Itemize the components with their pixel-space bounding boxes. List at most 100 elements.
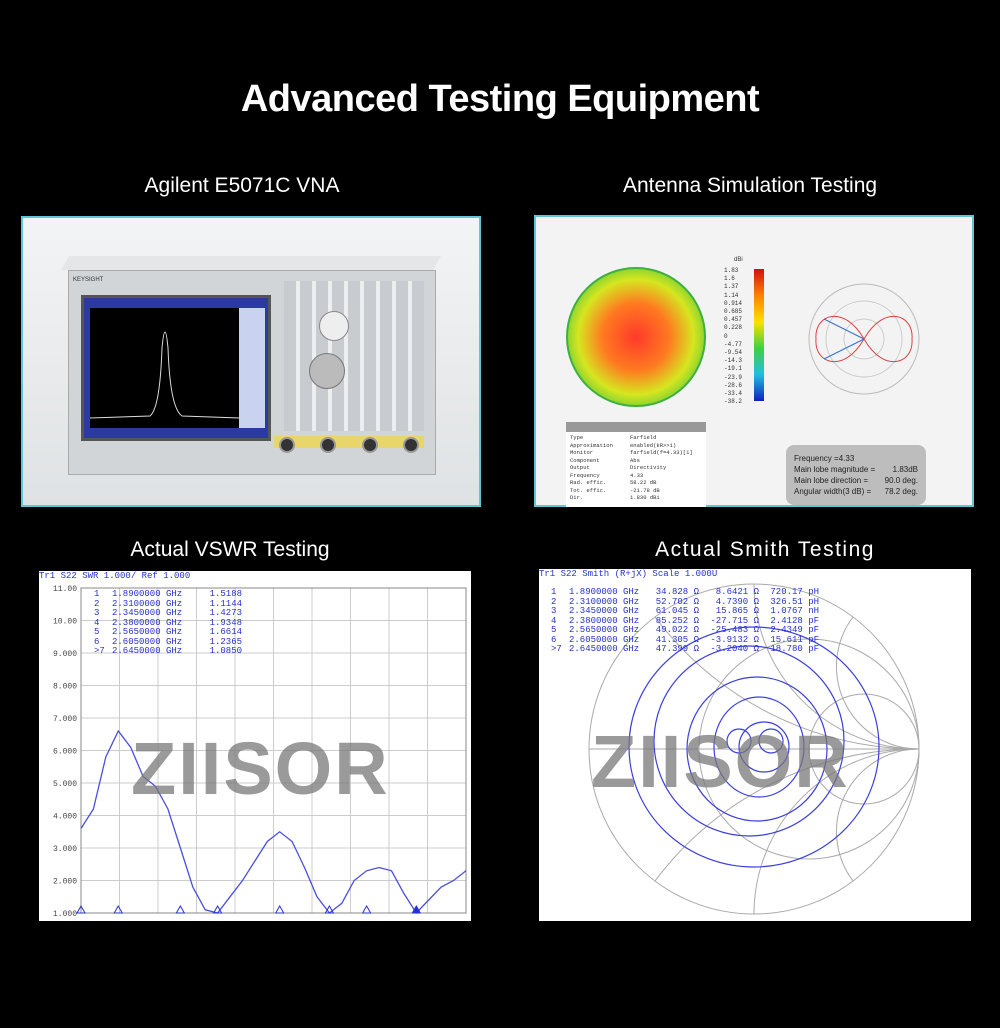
marker-cell: 41.305 Ω — [655, 634, 699, 645]
vswr-chart: Tr1 S22 SWR 1.000/ Ref 1.000 11.00 10.00 9… — [39, 571, 471, 921]
marker-cell: 6 — [551, 634, 557, 645]
table-cell: Approximation — [570, 441, 613, 449]
marker-row: 5 2.5650000 GHz 49.022 Ω -25.483 Ω 2.4349 pF — [551, 625, 819, 636]
info-label: Angular width(3 dB) = — [794, 487, 872, 496]
marker-cell: >7 — [94, 646, 105, 656]
vna-knob — [319, 311, 349, 341]
marker-cell: 2.5650000 GHz — [112, 627, 183, 637]
colorbar-tick: 0.914 — [724, 299, 743, 307]
marker-cell: 6 — [94, 636, 100, 647]
marker-cell: 1.1144 — [209, 598, 242, 609]
caption-vna: Agilent E5071C VNA — [144, 174, 340, 197]
table-cell: Tot. effic. — [570, 486, 607, 494]
info-value: 78.2 deg. — [884, 487, 918, 496]
vswr-header: Tr1 S22 SWR 1.000/ Ref 1.000 — [39, 571, 471, 582]
table-row: Rad. effic. 58.22 dB — [570, 479, 702, 487]
table-cell: Farfield — [630, 434, 657, 441]
info-box: Frequency =4.33 Main lobe magnitude = 1.8… — [786, 445, 926, 505]
marker-cell: 1.4273 — [209, 608, 242, 618]
caption-antenna: Antenna Simulation Testing — [622, 174, 878, 197]
marker-row: >7 2.6450000 GHz 1.0850 — [94, 646, 242, 657]
vna-front-panel: KEYSIGHT — [68, 270, 436, 475]
table-cell: enabled(kR>>1) — [630, 441, 677, 449]
vna-keypad — [284, 281, 424, 431]
marker-cell: 2 — [94, 598, 100, 609]
marker-cell: 61.045 Ω — [655, 606, 699, 616]
marker-row: 6 2.6050000 GHz 41.305 Ω -3.9132 Ω 15.611 pF — [551, 634, 819, 646]
colorbar-tick: 0.457 — [724, 316, 743, 324]
vna-port-strip — [274, 436, 424, 448]
marker-cell: 4.7390 Ω — [715, 596, 759, 607]
y-tick-label: 3.000 — [53, 845, 77, 854]
y-tick-label: 9.000 — [53, 650, 77, 659]
colorbar-ticks: 1.83 1.6 1.37 1.14 0.914 0.685 0.457 0.228 0 -4.7… — [724, 267, 742, 406]
table-row: Type Farfield — [570, 434, 702, 442]
vna-softkey-panel — [239, 308, 265, 428]
y-tick-label: 5.000 — [53, 780, 77, 789]
info-value: 1.83dB — [892, 465, 918, 474]
vna-arrow-pad — [309, 353, 345, 389]
marker-cell: 1.0850 — [209, 646, 242, 656]
colorbar-tick: -28.6 — [724, 381, 743, 389]
table-cell: 4.33 — [630, 471, 644, 479]
marker-row: 1 1.8900000 GHz 1.5188 — [94, 589, 242, 600]
table-cell: Frequency — [570, 471, 600, 479]
colorbar-tick: -14.3 — [724, 357, 743, 365]
smith-chart: Tr1 S22 Smith (R+jX) Scale 1.000U 1 1.890… — [539, 569, 971, 921]
marker-cell: 18.780 pF — [770, 644, 819, 654]
info-value: 90.0 deg. — [884, 476, 918, 485]
colorbar-tick: 1.6 — [724, 275, 735, 283]
info-label: Main lobe magnitude = — [794, 465, 876, 474]
table-row: Output Directivity — [570, 464, 702, 472]
marker-cell: 1.9348 — [209, 617, 242, 628]
marker-cell: >7 — [551, 644, 562, 654]
table-cell: 1.830 dBi — [630, 494, 660, 501]
vswr-series-line — [80, 729, 467, 915]
table-cell: Output — [570, 464, 590, 471]
marker-cell: 2 — [551, 596, 557, 607]
marker-cell: 4 — [94, 617, 100, 628]
marker-cell: 85.252 Ω — [655, 615, 699, 626]
colorbar-tick: -38.2 — [724, 398, 743, 406]
colorbar-tick: 0.228 — [724, 324, 743, 332]
marker-row: 3 2.3450000 GHz 1.4273 — [94, 608, 242, 619]
vswr-marker-table: 1 1.8900000 GHz 1.5188 2 2.3100000 GHz 1.1144… — [94, 589, 242, 657]
colorbar-tick: -23.9 — [724, 373, 743, 381]
marker-triangle — [212, 904, 223, 914]
simulation-table: Type Farfield Approximation enabled(kR>>1) M… — [566, 422, 706, 507]
brand-logo: KEYSIGHT — [73, 277, 104, 283]
marker-cell: 1.5188 — [209, 589, 242, 599]
marker-cell: 2.6050000 GHz — [112, 636, 183, 647]
radiation-pattern-3d — [566, 267, 706, 407]
y-tick-label: 8.000 — [53, 683, 77, 692]
vna-photo: KEYSIGHT — [21, 216, 481, 507]
watermark: ZIISOR — [591, 720, 850, 803]
smith-plot — [588, 583, 920, 915]
colorbar-tick: 0 — [724, 332, 728, 340]
watermark: ZIISOR — [131, 727, 390, 810]
marker-cell: -3.2040 Ω — [710, 644, 759, 654]
marker-cell: 1 — [94, 589, 100, 599]
vswr-plot: 11.00 10.00 9.000 8.000 7.000 6.000 5.000 4.000… — [53, 585, 467, 919]
smith-header: Tr1 S22 Smith (R+jX) Scale 1.000U — [539, 569, 971, 580]
table-row: Dir. 1.830 dBi — [570, 494, 702, 502]
marker-triangle — [411, 904, 422, 914]
y-tick-label: 7.000 — [53, 715, 77, 724]
table-cell: Abs — [630, 456, 640, 464]
y-tick-label: 10.00 — [53, 618, 77, 627]
vna-ports — [279, 437, 419, 453]
marker-cell: 1 — [551, 587, 557, 597]
marker-cell: 2.4128 pF — [770, 615, 819, 626]
y-tick-label: 6.000 — [53, 748, 77, 757]
marker-cell: 1.8900000 GHz — [569, 587, 640, 597]
marker-row: 5 2.5650000 GHz 1.6614 — [94, 627, 242, 638]
colorbar-tick: 1.83 — [724, 267, 739, 274]
marker-cell: 15.611 pF — [770, 634, 819, 645]
marker-cell: 326.51 pH — [770, 596, 819, 607]
marker-cell: 4 — [551, 615, 557, 626]
marker-cell: 2.4349 pF — [770, 625, 819, 635]
colorbar-tick: 0.685 — [724, 308, 743, 316]
colorbar-tick: 1.37 — [724, 283, 739, 291]
marker-triangle — [274, 904, 285, 914]
marker-cell: 2.3450000 GHz — [569, 606, 640, 616]
